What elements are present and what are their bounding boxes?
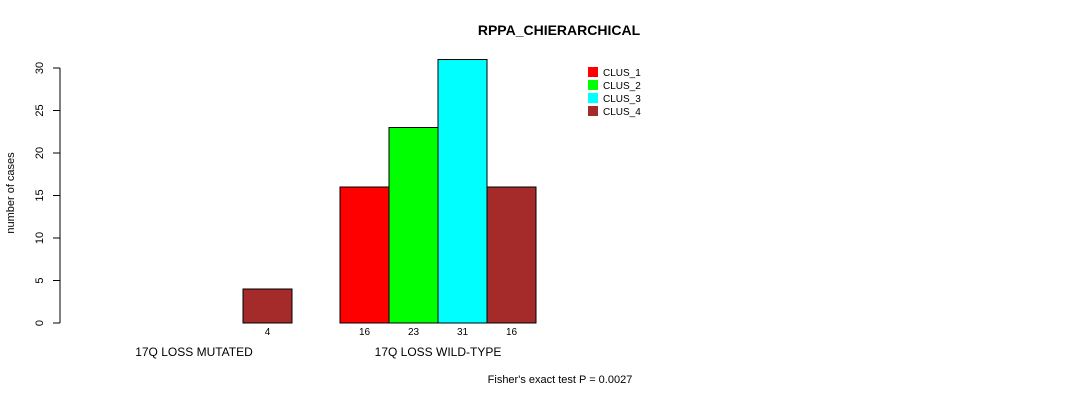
group-labels: 17Q LOSS MUTATED 17Q LOSS WILD-TYPE — [135, 345, 501, 359]
legend-swatch — [588, 93, 598, 103]
legend-swatch — [588, 67, 598, 77]
legend-label: CLUS_4 — [603, 107, 641, 118]
y-tick-label: 10 — [34, 232, 46, 244]
y-axis-label: number of cases — [5, 152, 17, 234]
bar-labels: 4 16 23 31 16 — [265, 327, 518, 338]
legend-swatch — [588, 106, 598, 116]
bars — [242, 59, 537, 324]
chart-title: RPPA_CHIERARCHICAL — [478, 22, 641, 38]
legend-label: CLUS_2 — [603, 81, 641, 92]
bar-clus-1 — [339, 186, 390, 324]
y-tick-label: 0 — [34, 320, 46, 326]
y-axis: 0 5 10 15 20 25 30 — [34, 62, 61, 326]
y-tick-label: 15 — [34, 189, 46, 201]
annotation: Fisher's exact test P = 0.0027 — [488, 374, 633, 386]
y-tick-label: 25 — [34, 104, 46, 116]
y-tick-label: 5 — [34, 277, 46, 283]
bar-value-label: 23 — [408, 327, 420, 338]
legend-label: CLUS_3 — [603, 94, 641, 105]
legend: CLUS_1 CLUS_2 CLUS_3 CLUS_4 — [588, 67, 641, 118]
y-tick-label: 20 — [34, 147, 46, 159]
bar-clus-3 — [437, 59, 488, 324]
bar-value-label: 16 — [359, 327, 371, 338]
y-tick-label: 30 — [34, 62, 46, 74]
legend-label: CLUS_1 — [603, 68, 641, 79]
legend-swatch — [588, 80, 598, 90]
bar-clus-4 — [486, 186, 537, 324]
category-label: 17Q LOSS MUTATED — [135, 345, 253, 359]
bar-value-label: 4 — [265, 327, 271, 338]
bar-clus-4 — [242, 288, 293, 324]
bar-value-label: 16 — [506, 327, 518, 338]
bar-clus-2 — [388, 127, 439, 324]
bar-value-label: 31 — [457, 327, 469, 338]
category-label: 17Q LOSS WILD-TYPE — [375, 345, 502, 359]
